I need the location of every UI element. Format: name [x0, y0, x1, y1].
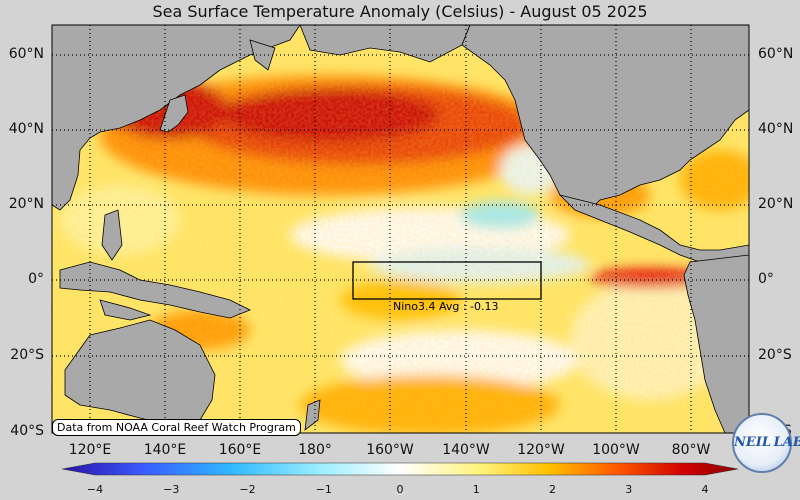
map-frame [51, 24, 750, 434]
latitude-label-right: 0° [758, 271, 774, 287]
colorbar-tick-label: −1 [315, 483, 332, 496]
latitude-label-right: 20°N [758, 196, 794, 212]
longitude-label: 120°W [517, 442, 565, 458]
latitude-label-left: 40°N [8, 121, 44, 137]
colorbar-tick-label: 3 [625, 483, 633, 496]
logo-wordmark: NEIL LAB [734, 435, 800, 450]
graticule [52, 25, 749, 433]
latitude-label-right: 20°S [758, 347, 792, 363]
colorbar-tick-label: 0 [396, 483, 404, 496]
colorbar-tick-label: −4 [86, 483, 104, 496]
latitude-label-left: 0° [28, 271, 44, 287]
colorbar-tick-label: 2 [549, 483, 556, 496]
latitude-label-right: 60°N [758, 46, 794, 62]
longitude-label: 80°W [671, 442, 711, 458]
latitude-label-left: 20°S [10, 347, 44, 363]
longitude-label: 160°W [366, 442, 414, 458]
map-title: Sea Surface Temperature Anomaly (Celsius… [152, 2, 648, 21]
longitude-label: 140°W [442, 442, 490, 458]
latitude-label-right: 40°N [758, 121, 794, 137]
colorbar-tick-label: 1 [472, 483, 480, 496]
longitude-label: 180° [298, 442, 332, 458]
colorbar-tick-label: 4 [701, 483, 709, 496]
data-credit: Data from NOAA Coral Reef Watch Program [52, 419, 301, 436]
sst-anomaly-field [52, 25, 749, 433]
nino34-box [352, 261, 542, 300]
longitude-label: 100°W [592, 442, 640, 458]
longitude-label: 160°E [218, 442, 262, 458]
longitude-label: 140°E [143, 442, 187, 458]
colorbar-tick-label: −3 [163, 483, 180, 496]
colorbar-tick-label: −2 [239, 483, 256, 496]
latitude-label-left: 20°N [8, 196, 44, 212]
latitude-label-left: 60°N [8, 46, 44, 62]
neil-lab-logo: NEIL LAB [732, 413, 800, 473]
nino34-average-label: Nino3.4 Avg : -0.13 [393, 300, 499, 313]
latitude-label-left: 40°S [10, 423, 44, 439]
colorbar [61, 462, 739, 476]
land-masses [52, 25, 749, 433]
longitude-label: 120°E [68, 442, 112, 458]
